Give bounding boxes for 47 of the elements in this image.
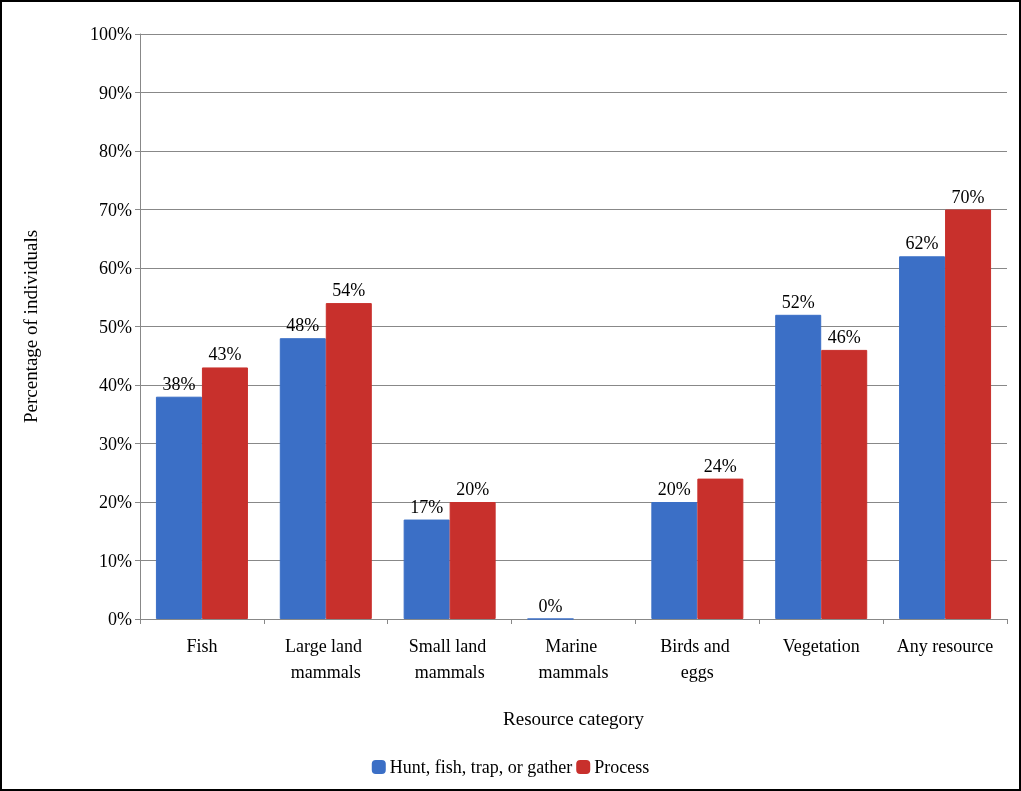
- bar: [945, 209, 992, 619]
- bar: [697, 478, 744, 619]
- data-label: 70%: [951, 186, 985, 207]
- data-label: 20%: [456, 479, 490, 499]
- y-tick-label: 80%: [99, 141, 132, 161]
- data-label: 48%: [286, 315, 320, 336]
- x-tick-label: Marine mammals: [538, 636, 609, 682]
- y-tick-label: 50%: [99, 316, 132, 337]
- y-axis-title: Percentage of individuals: [20, 229, 41, 424]
- x-tick-label: Any resource: [896, 636, 994, 656]
- bar: [899, 256, 946, 619]
- data-label: 20%: [657, 479, 691, 499]
- bar: [201, 367, 248, 619]
- data-label: 46%: [827, 326, 861, 347]
- y-tick-label: 60%: [99, 258, 132, 278]
- data-label: 0%: [538, 595, 563, 616]
- bar: [325, 303, 372, 619]
- legend-label: Process: [594, 757, 650, 777]
- y-tick-label: 0%: [108, 609, 132, 629]
- bar: [775, 314, 822, 619]
- x-tick-label: Large land mammals: [284, 636, 367, 682]
- data-label: 52%: [781, 291, 815, 312]
- x-axis-title: Resource category: [503, 708, 645, 729]
- x-tick-label: Birds and eggs: [660, 636, 735, 682]
- y-tick-label: 40%: [99, 375, 132, 395]
- data-label: 17%: [410, 496, 444, 517]
- data-label: 43%: [208, 344, 242, 365]
- y-tick-label: 20%: [99, 492, 132, 512]
- x-tick-label: Vegetation: [782, 636, 860, 656]
- y-tick-label: 100%: [90, 24, 132, 44]
- data-label: 54%: [332, 280, 366, 301]
- y-tick-label: 10%: [99, 550, 132, 571]
- bar: [279, 338, 326, 619]
- y-tick-label: 90%: [99, 82, 132, 103]
- bar: [155, 396, 202, 619]
- bar: [651, 502, 698, 619]
- bar: [449, 502, 496, 619]
- data-label: 62%: [905, 233, 939, 254]
- bar: [403, 519, 450, 619]
- legend-label: Hunt, fish, trap, or gather: [389, 757, 573, 777]
- data-label: 24%: [703, 455, 737, 476]
- y-tick-label: 70%: [99, 199, 132, 220]
- bar: [821, 349, 868, 619]
- data-label: 38%: [162, 373, 196, 394]
- y-tick-label: 30%: [99, 433, 132, 454]
- x-tick-label: Fish: [186, 636, 218, 656]
- x-tick-label: Small land mammals: [408, 636, 491, 682]
